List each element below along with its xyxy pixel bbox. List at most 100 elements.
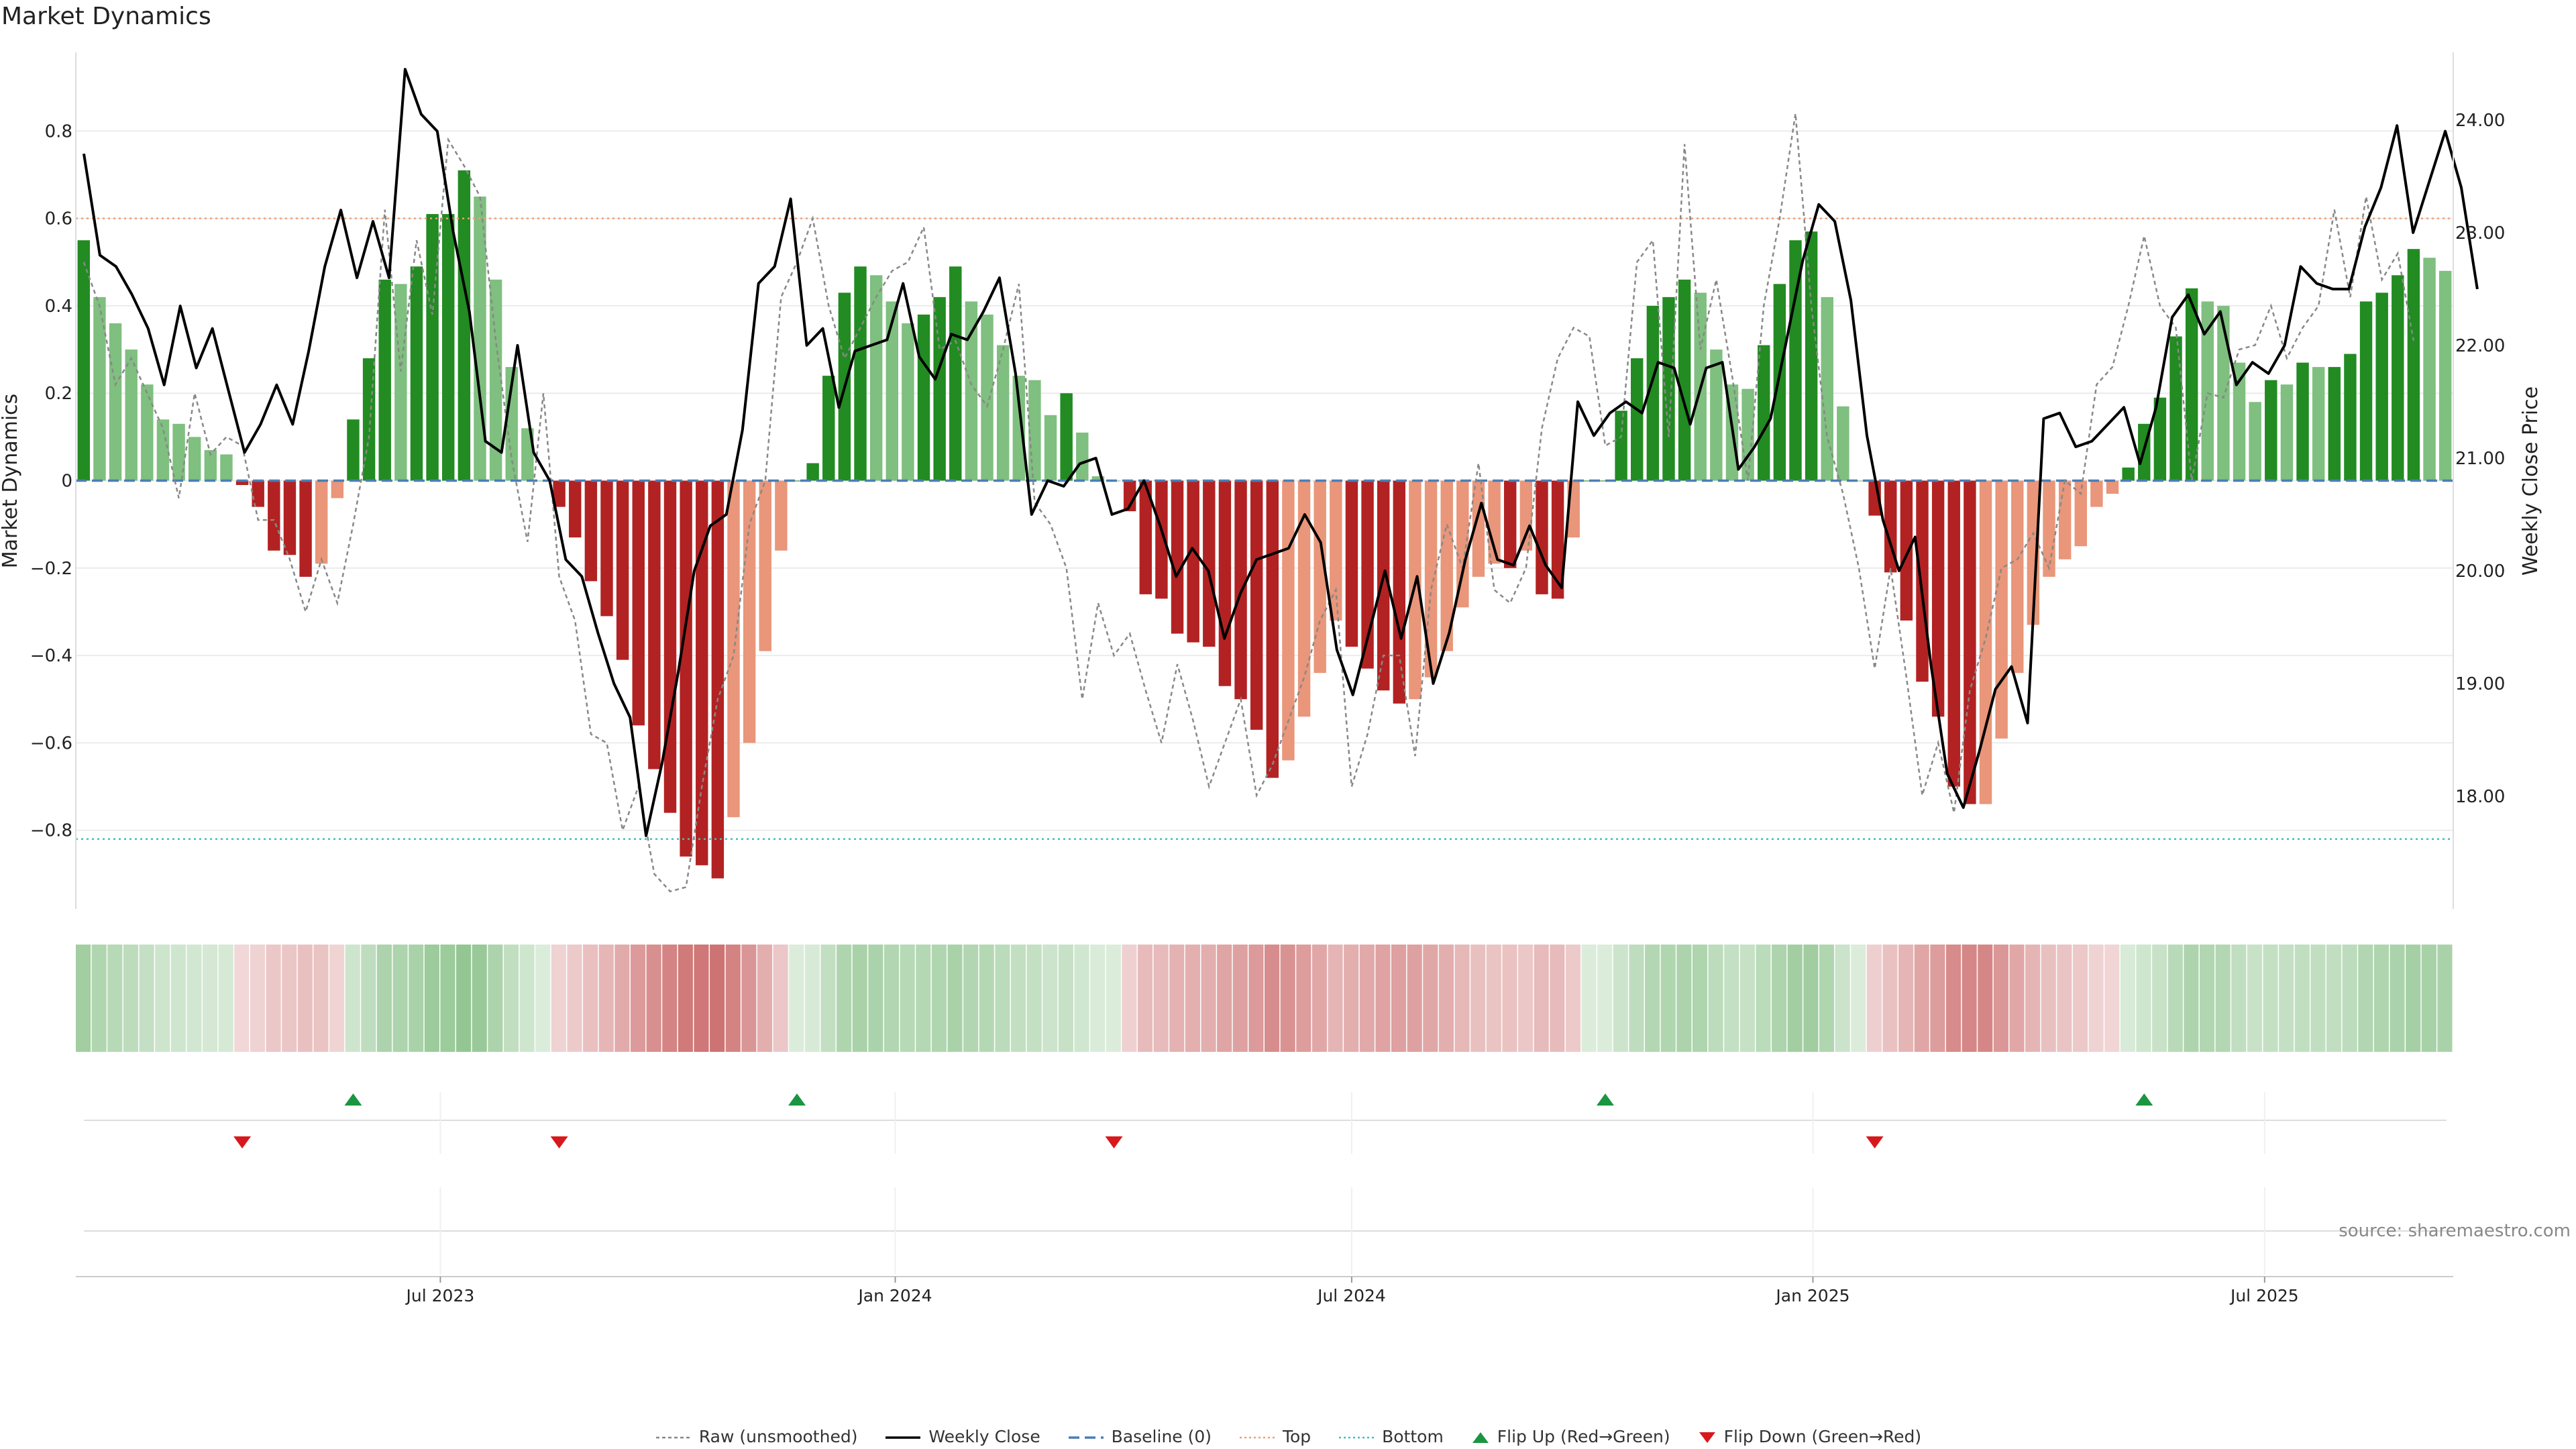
regime-cell — [535, 945, 551, 1052]
regime-cell — [1311, 945, 1328, 1052]
bar — [426, 214, 439, 481]
regime-cell — [155, 945, 170, 1052]
bar — [442, 214, 455, 481]
regime-cell — [678, 945, 693, 1052]
flip-down-marker — [1866, 1136, 1884, 1148]
legend-baseline: Baseline (0) — [1067, 1427, 1212, 1446]
bar — [822, 376, 835, 481]
x-tick-label: Jul 2024 — [1316, 1286, 1386, 1305]
regime-cell — [2310, 945, 2326, 1052]
regime-cell — [2215, 945, 2231, 1052]
regime-cell — [963, 945, 979, 1052]
line-series — [83, 68, 2479, 893]
bar — [2122, 467, 2135, 481]
bar — [569, 480, 582, 538]
regime-cell — [1122, 945, 1137, 1052]
bar — [584, 480, 598, 582]
bar — [1060, 393, 1073, 481]
bar — [775, 480, 788, 551]
bar — [331, 480, 344, 498]
bar — [1964, 480, 1976, 804]
regime-cell — [2104, 945, 2120, 1052]
bar — [2027, 480, 2040, 625]
bar — [1044, 415, 1057, 481]
bar — [981, 314, 994, 481]
legend-flip-up: Flip Up (Red→Green) — [1470, 1427, 1670, 1446]
regime-cell — [1708, 945, 1723, 1052]
bar — [109, 323, 122, 481]
regime-cell — [456, 945, 472, 1052]
legend-raw: Raw (unsmoothed) — [655, 1427, 857, 1446]
y2-tick-label: 19.00 — [2455, 674, 2505, 694]
regime-cell — [2373, 945, 2389, 1052]
regime-cell — [820, 945, 836, 1052]
legend-baseline-swatch — [1068, 1436, 1104, 1439]
regime-cell — [2152, 945, 2167, 1052]
y2-tick-label: 22.00 — [2455, 336, 2505, 356]
bar — [616, 480, 629, 660]
regime-cell — [995, 945, 1010, 1052]
regime-cell — [2041, 945, 2056, 1052]
regime-cell — [757, 945, 773, 1052]
legend-top-swatch — [1239, 1436, 1275, 1438]
bar — [1995, 480, 2008, 739]
regime-cell — [2120, 945, 2135, 1052]
regime-cell — [1502, 945, 1517, 1052]
bar — [1297, 480, 1311, 717]
bar — [235, 480, 249, 486]
regime-cell — [662, 945, 678, 1052]
regime-cell — [1470, 945, 1486, 1052]
regime-cell — [1185, 945, 1200, 1052]
bar — [790, 480, 804, 482]
regime-cell — [2231, 945, 2247, 1052]
regime-cell — [519, 945, 535, 1052]
bar — [1187, 480, 1199, 643]
regime-cell — [1866, 945, 1882, 1052]
regime-cell — [837, 945, 852, 1052]
regime-cell — [598, 945, 614, 1052]
bar — [2328, 367, 2341, 481]
bar — [1900, 480, 1913, 621]
bar — [854, 266, 867, 481]
regime-cell — [614, 945, 630, 1052]
bar — [1203, 480, 1216, 647]
bar — [347, 419, 360, 481]
regime-cell — [203, 945, 218, 1052]
x-tick-label: Jul 2023 — [405, 1286, 475, 1305]
regime-cell — [852, 945, 867, 1052]
regime-cell — [1819, 945, 1835, 1052]
regime-cell — [1201, 945, 1216, 1052]
regime-cell — [883, 945, 900, 1052]
regime-cell — [218, 945, 233, 1052]
bar — [2312, 367, 2325, 481]
legend-bottom-swatch — [1339, 1436, 1375, 1438]
regime-cell — [91, 945, 107, 1052]
legend-flip-up-label: Flip Up (Red→Green) — [1497, 1426, 1670, 1446]
regime-cell — [1835, 945, 1850, 1052]
regime-cell — [1344, 945, 1359, 1052]
bar — [2233, 362, 2246, 481]
bar — [553, 480, 566, 507]
y2-tick-label: 23.00 — [2455, 223, 2505, 244]
regime-cell — [1280, 945, 1295, 1052]
regime-cell — [741, 945, 757, 1052]
regime-cell — [1914, 945, 1929, 1052]
bar — [1615, 411, 1627, 481]
bar — [1139, 480, 1152, 594]
bar — [299, 480, 312, 577]
bar — [2438, 270, 2452, 481]
regime-cell — [472, 945, 487, 1052]
chart-title: Market Dynamics — [1, 3, 211, 30]
regime-cell — [409, 945, 424, 1052]
x-axis: Jul 2023 Jan 2024 Jul 2024 Jan 2025 Jul 2025 — [76, 1276, 2453, 1305]
regime-cell — [1090, 945, 1106, 1052]
regime-cell — [1993, 945, 2008, 1052]
legend-flip-down: Flip Down (Green→Red) — [1697, 1427, 1921, 1446]
bar — [1773, 284, 1786, 481]
y-tick-label: −0.4 — [30, 646, 72, 666]
legend-raw-swatch — [655, 1436, 691, 1438]
bar — [1916, 480, 1929, 682]
regime-cell — [1772, 945, 1787, 1052]
bar — [1931, 480, 1945, 717]
regime-cell — [630, 945, 646, 1052]
